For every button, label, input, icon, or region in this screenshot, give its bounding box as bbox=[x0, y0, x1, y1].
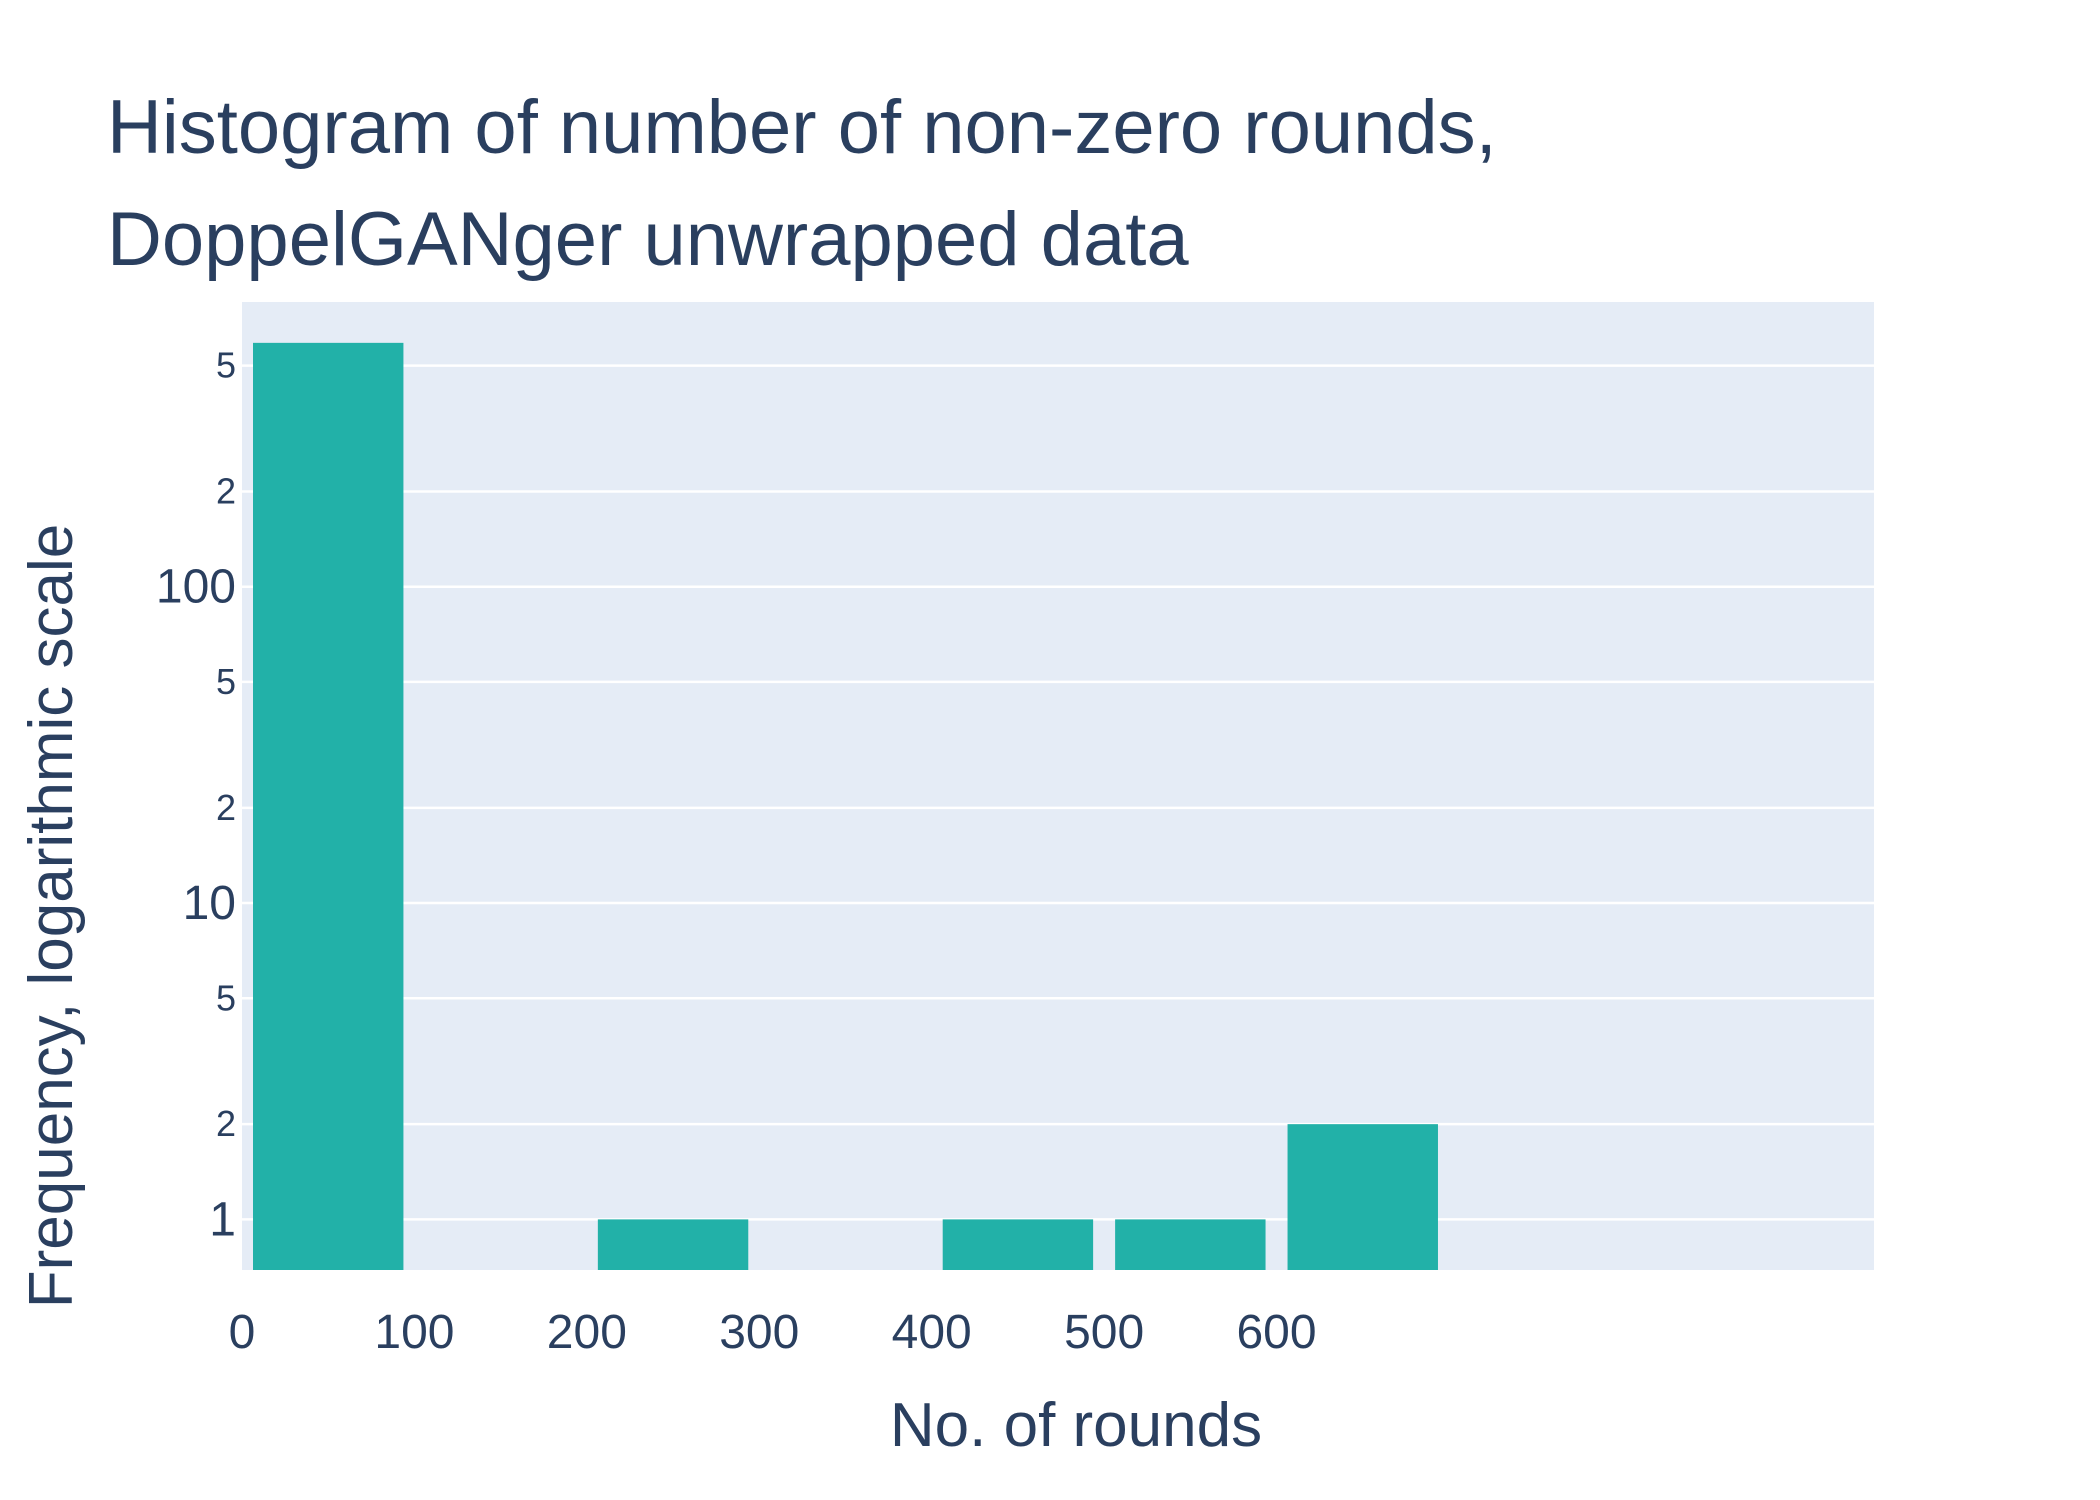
y-tick-label: 10 bbox=[183, 877, 236, 930]
histogram-bar-1 bbox=[253, 342, 404, 1271]
y-tick-label-minor: 2 bbox=[216, 470, 236, 511]
y-axis-title: Frequency, logarithmic scale bbox=[17, 524, 86, 1309]
y-axis-ticks: 1 10 100 2 5 2 5 2 5 bbox=[156, 345, 236, 1247]
y-tick-label-minor: 2 bbox=[216, 1103, 236, 1144]
histogram-bar-3 bbox=[942, 1219, 1094, 1270]
x-tick-label: 0 bbox=[229, 1306, 256, 1359]
plot-background bbox=[242, 302, 1874, 1270]
x-tick-label: 300 bbox=[719, 1306, 799, 1359]
y-tick-label-minor: 5 bbox=[216, 345, 236, 386]
x-tick-label: 500 bbox=[1064, 1306, 1144, 1359]
x-tick-label: 100 bbox=[374, 1306, 454, 1359]
x-axis-title: No. of rounds bbox=[890, 1391, 1262, 1460]
y-tick-label-minor: 5 bbox=[216, 661, 236, 702]
chart-title-line-1: Histogram of number of non-zero rounds, bbox=[107, 85, 1497, 170]
chart-title-line-2: DoppelGANger unwrapped data bbox=[107, 197, 1189, 282]
histogram-bars bbox=[253, 342, 1438, 1271]
x-tick-label: 400 bbox=[892, 1306, 972, 1359]
y-tick-label-minor: 2 bbox=[216, 787, 236, 828]
histogram-bar-2 bbox=[597, 1219, 749, 1270]
y-tick-label-minor: 5 bbox=[216, 977, 236, 1018]
y-tick-label: 100 bbox=[156, 561, 236, 614]
chart-title: Histogram of number of non-zero rounds, … bbox=[107, 72, 2007, 296]
histogram-bar-4 bbox=[1115, 1219, 1266, 1270]
y-tick-label: 1 bbox=[209, 1193, 236, 1246]
x-tick-label: 600 bbox=[1236, 1306, 1316, 1359]
histogram-bar-5 bbox=[1287, 1124, 1438, 1270]
x-tick-label: 200 bbox=[547, 1306, 627, 1359]
gridlines bbox=[242, 364, 1874, 1221]
x-axis-ticks: 0 100 200 300 400 500 600 bbox=[229, 1306, 1317, 1359]
